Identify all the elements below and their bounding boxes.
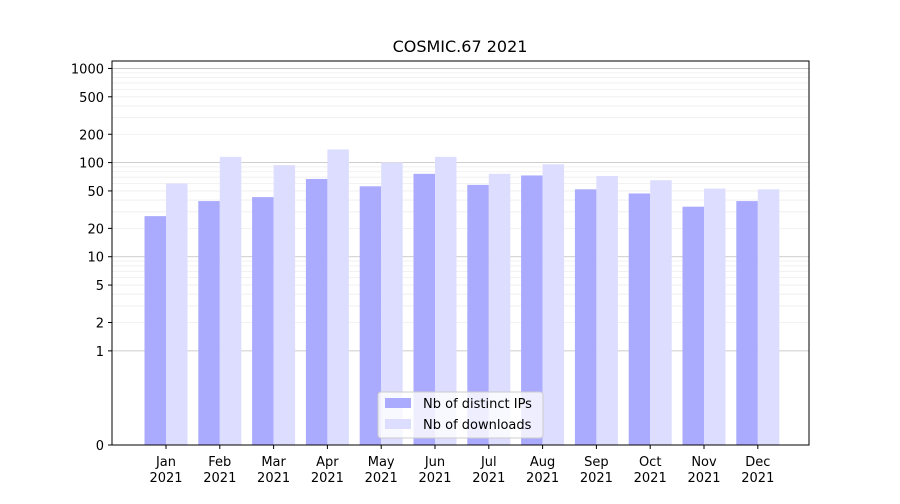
legend-swatch-distinct-ips — [385, 398, 411, 408]
bar-downloads-dec — [757, 189, 780, 445]
bar-downloads-may — [381, 162, 403, 445]
legend-label-distinct-ips: Nb of distinct IPs — [423, 397, 532, 412]
x-tick-label-month: Aug — [530, 455, 555, 470]
x-tick-label-year: 2021 — [580, 471, 613, 486]
bar-downloads-sep — [596, 176, 618, 445]
bar-downloads-aug — [542, 164, 565, 445]
x-tick-label-year: 2021 — [472, 471, 505, 486]
y-tick-label: 200 — [79, 128, 104, 143]
y-tick-label: 2 — [96, 317, 104, 332]
x-tick-label-month: Nov — [691, 455, 717, 470]
bar-distinct-ips-jul — [467, 184, 489, 445]
x-tick-label-month: Jun — [424, 455, 445, 470]
y-tick-label: 500 — [79, 91, 104, 106]
bar-distinct-ips-dec — [736, 201, 758, 445]
bar-downloads-jul — [488, 173, 511, 445]
y-tick-label: 1 — [96, 345, 104, 360]
x-tick-label-month: Dec — [745, 455, 770, 470]
y-tick-label: 100 — [79, 157, 104, 172]
y-tick-label: 5 — [96, 279, 104, 294]
x-tick-label-year: 2021 — [634, 471, 667, 486]
x-tick-label-month: Sep — [584, 455, 609, 470]
bar-distinct-ips-jun — [413, 173, 435, 445]
x-tick-label-month: May — [368, 455, 395, 470]
x-tick-label-month: Apr — [316, 455, 339, 470]
bar-downloads-jun — [435, 156, 457, 445]
legend-box — [377, 391, 544, 439]
bar-distinct-ips-may — [359, 186, 382, 445]
x-tick-label-year: 2021 — [365, 471, 398, 486]
bar-distinct-ips-jan — [144, 216, 166, 445]
bar-downloads-mar — [273, 165, 296, 445]
plot-frame — [111, 60, 810, 446]
x-tick-label-month: Jan — [155, 455, 176, 470]
x-tick-label-month: Oct — [639, 455, 661, 470]
bar-downloads-nov — [704, 188, 726, 446]
y-tick-label: 10 — [87, 251, 104, 266]
y-tick-label: 0 — [96, 439, 104, 454]
axes-layer: 01251020501002005001000Jan2021Feb2021Mar… — [71, 62, 774, 486]
legend-swatch-downloads — [385, 419, 411, 429]
bars-layer — [144, 149, 780, 446]
y-tick-label: 20 — [87, 222, 104, 237]
x-tick-label-year: 2021 — [149, 471, 182, 486]
y-tick-label: 1000 — [71, 62, 104, 77]
bar-downloads-feb — [219, 156, 242, 445]
bar-downloads-oct — [650, 180, 672, 445]
x-tick-label-year: 2021 — [418, 471, 451, 486]
x-tick-label-year: 2021 — [203, 471, 236, 486]
bar-distinct-ips-mar — [252, 197, 274, 445]
y-tick-label: 50 — [87, 185, 104, 200]
x-tick-label-year: 2021 — [311, 471, 344, 486]
bar-downloads-jan — [166, 183, 188, 445]
x-tick-label-month: Feb — [208, 455, 231, 470]
bar-distinct-ips-feb — [198, 201, 220, 445]
bar-distinct-ips-apr — [305, 178, 328, 445]
legend: Nb of distinct IPs Nb of downloads — [377, 391, 544, 439]
bar-downloads-apr — [327, 149, 349, 445]
legend-label-downloads: Nb of downloads — [423, 418, 532, 433]
bar-distinct-ips-nov — [682, 206, 704, 445]
bar-distinct-ips-sep — [574, 189, 597, 445]
x-tick-label-year: 2021 — [526, 471, 559, 486]
x-tick-label-month: Jul — [480, 455, 497, 470]
chart-title: COSMIC.67 2021 — [393, 37, 528, 56]
x-tick-label-year: 2021 — [687, 471, 720, 486]
x-tick-label-year: 2021 — [257, 471, 290, 486]
x-tick-label-year: 2021 — [741, 471, 774, 486]
bar-distinct-ips-oct — [628, 193, 651, 445]
bar-distinct-ips-aug — [521, 175, 543, 445]
x-tick-label-month: Mar — [261, 455, 286, 470]
